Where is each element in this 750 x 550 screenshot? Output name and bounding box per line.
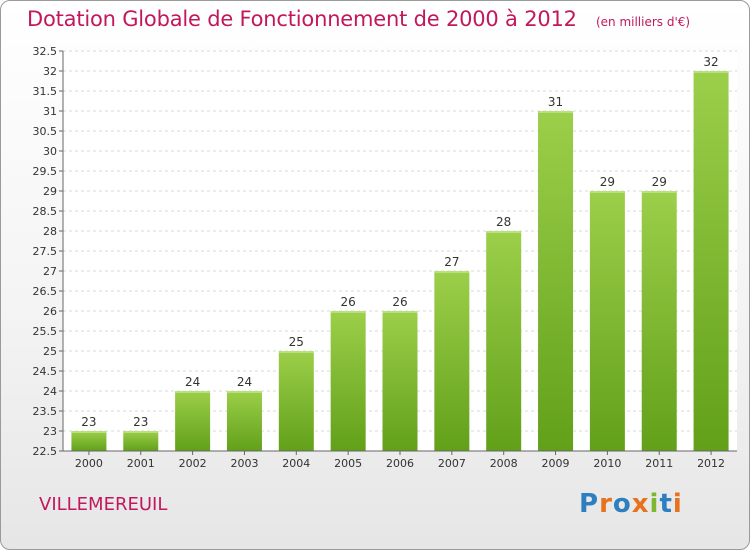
logo-letter: o xyxy=(612,489,632,519)
bar-highlight xyxy=(278,351,314,353)
bar xyxy=(226,391,262,451)
bar-highlight xyxy=(693,71,729,73)
y-tick-label: 26 xyxy=(43,305,57,318)
x-tick-label: 2010 xyxy=(593,457,621,470)
y-tick-label: 29.5 xyxy=(33,165,58,178)
bar xyxy=(486,231,522,451)
x-tick-label: 2007 xyxy=(438,457,466,470)
bar xyxy=(278,351,314,451)
x-axis: 2000 2001 2002 2003 2004 2005 2006 2007 2008 2009… xyxy=(63,450,737,470)
y-tick-label: 29 xyxy=(43,185,57,198)
data-label: 26 xyxy=(392,295,407,309)
data-label: 25 xyxy=(289,335,304,349)
data-label: 28 xyxy=(496,215,511,229)
data-label: 23 xyxy=(81,415,96,429)
data-label: 26 xyxy=(341,295,356,309)
y-tick-label: 30 xyxy=(43,145,57,158)
data-label: 23 xyxy=(133,415,148,429)
y-tick-label: 23 xyxy=(43,425,57,438)
data-label: 29 xyxy=(652,175,667,189)
y-tick-label: 25.5 xyxy=(33,325,58,338)
data-label: 31 xyxy=(548,95,563,109)
bar xyxy=(538,111,574,451)
y-tick-label: 31 xyxy=(43,105,57,118)
bar-highlight xyxy=(123,431,159,433)
x-tick-label: 2003 xyxy=(230,457,258,470)
proxiti-logo: Proxiti xyxy=(579,489,683,519)
y-tick-label: 28.5 xyxy=(33,205,58,218)
commune-name: VILLEMEREUIL xyxy=(39,494,168,515)
x-tick-label: 2006 xyxy=(386,457,414,470)
bar-highlight xyxy=(175,391,211,393)
bar-highlight xyxy=(330,311,366,313)
bar xyxy=(589,191,625,451)
y-tick-label: 32.5 xyxy=(33,45,58,58)
bar xyxy=(175,391,211,451)
bars: 23 23 24 24 25 26 26 27 28 31 29 29 32 xyxy=(71,55,729,451)
x-tick-label: 2012 xyxy=(697,457,725,470)
bar xyxy=(71,431,107,451)
y-tick-label: 26.5 xyxy=(33,285,58,298)
bar-highlight xyxy=(434,271,470,273)
bar-highlight xyxy=(71,431,107,433)
data-label: 27 xyxy=(444,255,459,269)
y-axis: 22.5 23 23.5 24 24.5 25 25.5 26 26.5 27 27.5 28 28.5… xyxy=(33,45,64,458)
bar-highlight xyxy=(538,111,574,113)
x-tick-label: 2001 xyxy=(127,457,155,470)
x-tick-label: 2002 xyxy=(179,457,207,470)
y-tick-label: 28 xyxy=(43,225,57,238)
x-tick-label: 2000 xyxy=(75,457,103,470)
y-tick-label: 25 xyxy=(43,345,57,358)
bar-highlight xyxy=(486,231,522,233)
y-tick-label: 22.5 xyxy=(33,445,58,458)
y-tick-label: 23.5 xyxy=(33,405,58,418)
logo-letter: r xyxy=(599,489,613,519)
bar xyxy=(693,71,729,451)
chart-unit-note: (en milliers d'€) xyxy=(595,15,691,29)
bar-highlight xyxy=(589,191,625,193)
chart-title: Dotation Globale de Fonctionnement de 20… xyxy=(27,7,577,31)
logo-letter: x xyxy=(631,489,650,519)
y-tick-label: 32 xyxy=(43,65,57,78)
y-tick-label: 27 xyxy=(43,265,57,278)
x-tick-label: 2009 xyxy=(542,457,570,470)
data-label: 32 xyxy=(703,55,718,69)
y-tick-label: 27.5 xyxy=(33,245,58,258)
data-label: 24 xyxy=(237,375,252,389)
logo-letter: P xyxy=(579,489,600,519)
chart-title-block: Dotation Globale de Fonctionnement de 20… xyxy=(27,7,690,31)
y-tick-label: 24 xyxy=(43,385,57,398)
logo-letter: i xyxy=(649,489,660,519)
bar-highlight xyxy=(641,191,677,193)
logo-letter: t xyxy=(659,489,673,519)
y-tick-label: 24.5 xyxy=(33,365,58,378)
x-tick-label: 2008 xyxy=(490,457,518,470)
data-label: 29 xyxy=(600,175,615,189)
bar-highlight xyxy=(382,311,418,313)
x-tick-label: 2011 xyxy=(645,457,673,470)
bar xyxy=(123,431,159,451)
y-tick-label: 31.5 xyxy=(33,85,58,98)
y-tick-label: 30.5 xyxy=(33,125,58,138)
bar xyxy=(382,311,418,451)
bar-highlight xyxy=(226,391,262,393)
bar xyxy=(330,311,366,451)
bar xyxy=(641,191,677,451)
data-label: 24 xyxy=(185,375,200,389)
bar xyxy=(434,271,470,451)
logo-letter: i xyxy=(672,489,683,519)
x-tick-label: 2005 xyxy=(334,457,362,470)
x-tick-label: 2004 xyxy=(282,457,310,470)
